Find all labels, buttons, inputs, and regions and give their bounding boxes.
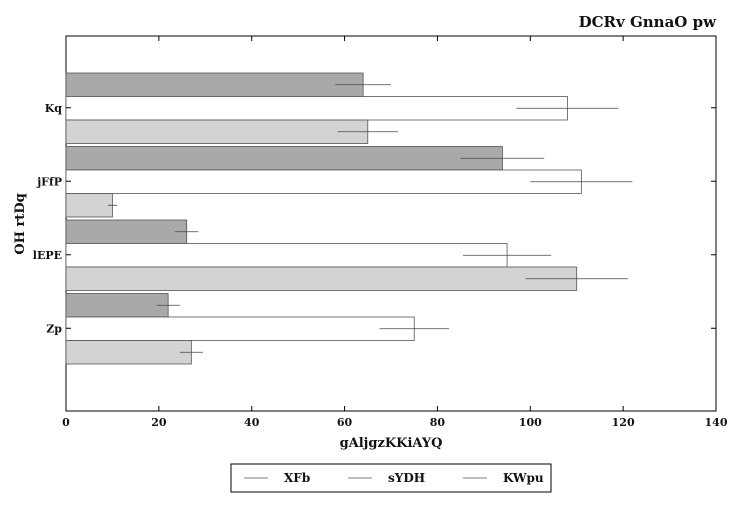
legend-label-XFb: XFb	[284, 471, 310, 485]
legend-items: XFb sYDH KWpu	[244, 471, 544, 485]
x-tick-label-100: 100	[519, 416, 542, 429]
bar-XFb-Kq	[65, 72, 364, 97]
bar-XFb-Zp	[65, 293, 169, 318]
legend-label-KWpu: KWpu	[503, 471, 544, 485]
x-tick-label-140: 140	[705, 416, 728, 429]
bar-sYDH-Zp	[65, 316, 415, 341]
bars-group	[65, 72, 633, 365]
bar-KWpu-jFfP	[65, 193, 113, 218]
bar-sYDH-jFfP	[65, 169, 582, 194]
y-axis-ticks: Kq jFfP lEPE Zp	[33, 102, 716, 335]
bar-KWpu-Kq	[65, 119, 369, 144]
bar-XFb-lEPE	[65, 219, 188, 244]
x-tick-label-120: 120	[612, 416, 635, 429]
legend-label-sYDH: sYDH	[388, 471, 425, 485]
chart-title: DCRv GnnaO pw	[579, 13, 717, 31]
x-axis-label: gAljgzKKiAYQ	[340, 436, 443, 451]
bar-sYDH-lEPE	[65, 243, 508, 268]
x-tick-label-40: 40	[244, 416, 260, 429]
bar-XFb-jFfP	[65, 146, 503, 171]
x-tick-label-80: 80	[430, 416, 446, 429]
y-tick-label-jFfP: jFfP	[36, 175, 62, 188]
bar-KWpu-Zp	[65, 340, 192, 365]
legend-box	[230, 463, 552, 493]
x-tick-label-60: 60	[337, 416, 353, 429]
y-axis-label: OH rtDq	[13, 193, 28, 254]
x-tick-label-0: 0	[62, 416, 70, 429]
y-tick-label-lEPE: lEPE	[33, 249, 62, 262]
x-tick-label-20: 20	[151, 416, 167, 429]
bar-sYDH-Kq	[65, 96, 568, 121]
x-axis-ticks: 0 20 40 60 80 100 120 140	[62, 36, 728, 429]
y-tick-label-Zp: Zp	[46, 322, 62, 335]
bar-KWpu-lEPE	[65, 266, 578, 291]
legend: XFb sYDH KWpu	[230, 463, 552, 493]
y-tick-label-Kq: Kq	[45, 102, 63, 115]
